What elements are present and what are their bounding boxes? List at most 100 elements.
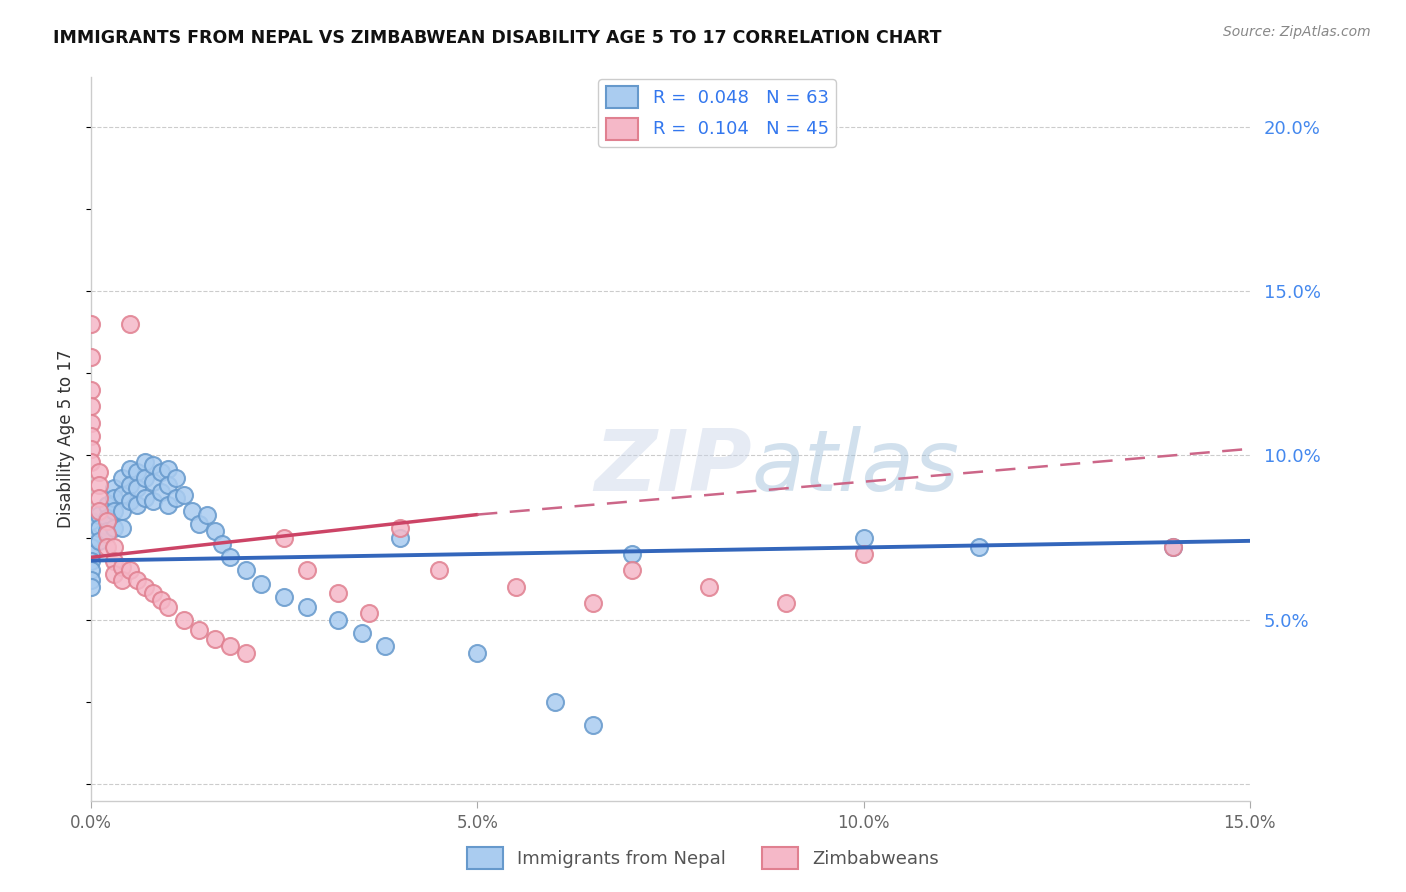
Point bbox=[1161, 541, 1184, 555]
Point bbox=[173, 488, 195, 502]
Point bbox=[328, 613, 350, 627]
Point bbox=[134, 455, 156, 469]
Point bbox=[103, 541, 125, 555]
Point bbox=[103, 566, 125, 581]
Point bbox=[157, 461, 180, 475]
Point bbox=[165, 491, 187, 505]
Point bbox=[297, 564, 319, 578]
Text: atlas: atlas bbox=[752, 426, 959, 509]
Point bbox=[87, 521, 110, 535]
Point bbox=[620, 547, 643, 561]
Point bbox=[149, 465, 172, 479]
Point bbox=[188, 517, 211, 532]
Point bbox=[195, 508, 218, 522]
Point bbox=[157, 599, 180, 614]
Point bbox=[134, 491, 156, 505]
Point bbox=[297, 599, 319, 614]
Point bbox=[80, 416, 103, 430]
Point bbox=[103, 553, 125, 567]
Point bbox=[142, 586, 165, 600]
Point bbox=[467, 646, 489, 660]
Point bbox=[427, 564, 450, 578]
Point bbox=[80, 442, 103, 456]
Point bbox=[80, 541, 103, 555]
Point bbox=[127, 465, 149, 479]
Point bbox=[149, 484, 172, 499]
Point bbox=[96, 498, 118, 512]
Point bbox=[620, 564, 643, 578]
Point bbox=[103, 504, 125, 518]
Point bbox=[80, 399, 103, 413]
Legend: R =  0.048   N = 63, R =  0.104   N = 45: R = 0.048 N = 63, R = 0.104 N = 45 bbox=[599, 79, 837, 147]
Point bbox=[111, 471, 134, 485]
Point bbox=[103, 481, 125, 495]
Point bbox=[80, 350, 103, 364]
Point bbox=[219, 639, 242, 653]
Point bbox=[80, 564, 103, 578]
Point bbox=[103, 491, 125, 505]
Text: IMMIGRANTS FROM NEPAL VS ZIMBABWEAN DISABILITY AGE 5 TO 17 CORRELATION CHART: IMMIGRANTS FROM NEPAL VS ZIMBABWEAN DISA… bbox=[53, 29, 942, 46]
Point bbox=[389, 531, 412, 545]
Point bbox=[111, 560, 134, 574]
Point bbox=[374, 639, 396, 653]
Point bbox=[118, 478, 141, 492]
Point bbox=[582, 596, 605, 610]
Point bbox=[157, 478, 180, 492]
Y-axis label: Disability Age 5 to 17: Disability Age 5 to 17 bbox=[58, 350, 75, 528]
Point bbox=[157, 498, 180, 512]
Text: ZIP: ZIP bbox=[593, 426, 752, 509]
Legend: Immigrants from Nepal, Zimbabweans: Immigrants from Nepal, Zimbabweans bbox=[460, 839, 946, 876]
Point bbox=[180, 504, 202, 518]
Point bbox=[80, 553, 103, 567]
Point bbox=[328, 586, 350, 600]
Point bbox=[118, 461, 141, 475]
Point bbox=[697, 580, 720, 594]
Point bbox=[87, 465, 110, 479]
Point bbox=[149, 593, 172, 607]
Point bbox=[111, 521, 134, 535]
Point bbox=[80, 428, 103, 442]
Point bbox=[87, 478, 110, 492]
Point bbox=[204, 524, 226, 538]
Point bbox=[127, 481, 149, 495]
Point bbox=[96, 514, 118, 528]
Point bbox=[389, 521, 412, 535]
Point bbox=[118, 564, 141, 578]
Point bbox=[127, 574, 149, 588]
Point bbox=[96, 524, 118, 538]
Point bbox=[103, 521, 125, 535]
Point bbox=[188, 623, 211, 637]
Point bbox=[219, 550, 242, 565]
Point bbox=[204, 632, 226, 647]
Point bbox=[969, 541, 991, 555]
Text: Source: ZipAtlas.com: Source: ZipAtlas.com bbox=[1223, 25, 1371, 39]
Point bbox=[118, 317, 141, 331]
Point bbox=[142, 494, 165, 508]
Point bbox=[173, 613, 195, 627]
Point bbox=[87, 508, 110, 522]
Point bbox=[582, 718, 605, 732]
Point bbox=[96, 511, 118, 525]
Point bbox=[80, 574, 103, 588]
Point bbox=[80, 317, 103, 331]
Point bbox=[80, 547, 103, 561]
Point bbox=[273, 590, 295, 604]
Point bbox=[775, 596, 797, 610]
Point bbox=[142, 458, 165, 473]
Point bbox=[359, 606, 381, 620]
Point bbox=[211, 537, 233, 551]
Point bbox=[235, 646, 257, 660]
Point bbox=[165, 471, 187, 485]
Point bbox=[87, 504, 110, 518]
Point bbox=[350, 626, 373, 640]
Point bbox=[80, 455, 103, 469]
Point bbox=[250, 576, 273, 591]
Point bbox=[127, 498, 149, 512]
Point bbox=[273, 531, 295, 545]
Point bbox=[80, 580, 103, 594]
Point bbox=[96, 527, 118, 541]
Point bbox=[543, 695, 565, 709]
Point bbox=[87, 533, 110, 548]
Point bbox=[96, 541, 118, 555]
Point bbox=[80, 514, 103, 528]
